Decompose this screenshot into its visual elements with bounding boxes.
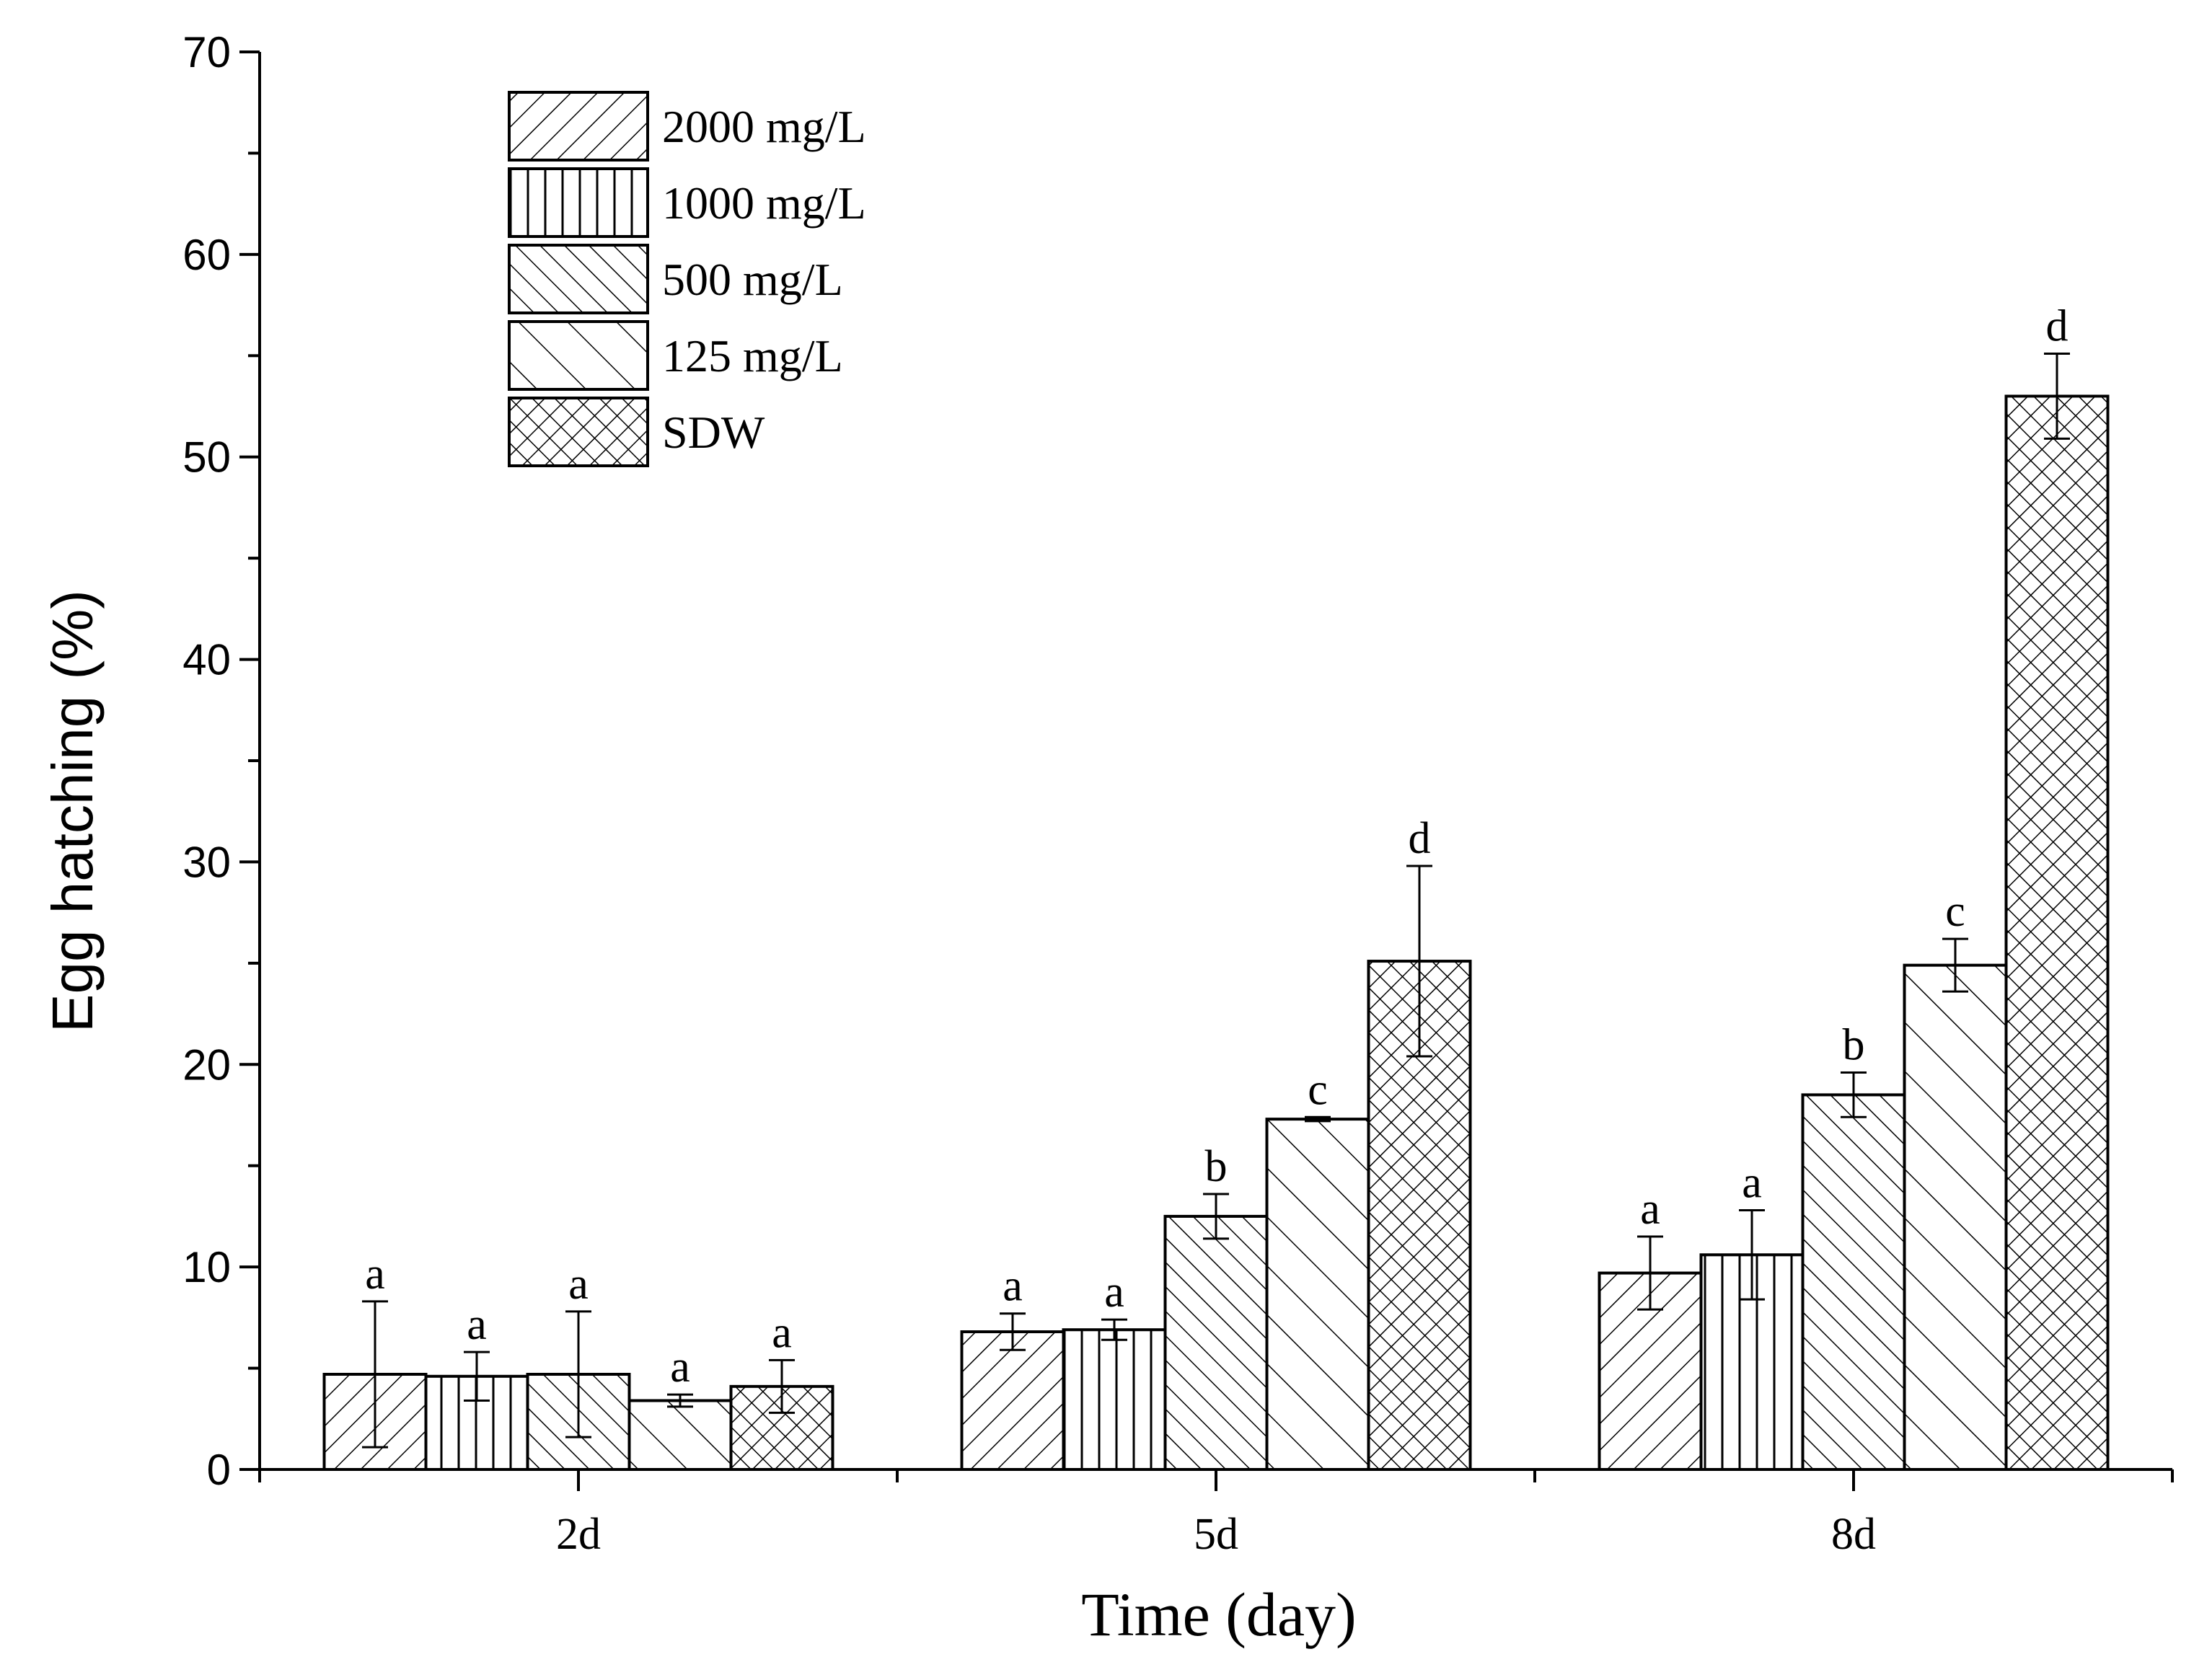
significance-letter: b — [1205, 1142, 1228, 1191]
legend-label: 500 mg/L — [662, 254, 843, 305]
legend-swatch — [508, 397, 649, 467]
significance-letter: a — [1104, 1268, 1124, 1317]
significance-letter: a — [1742, 1159, 1762, 1208]
y-tick-label: 20 — [182, 1040, 231, 1089]
y-tick-label: 60 — [182, 231, 231, 279]
x-tick-label: 8d — [1831, 1510, 1876, 1559]
significance-letter: a — [772, 1308, 792, 1357]
error-bars — [362, 352, 2070, 1449]
bar — [1801, 1093, 1906, 1471]
significance-letters: a a a a a a a b c d a a b c d — [365, 301, 2068, 1392]
legend-swatch — [508, 167, 649, 238]
legend-label: 125 mg/L — [662, 330, 843, 381]
legend-swatch — [508, 91, 649, 162]
y-tick-label: 0 — [207, 1446, 231, 1494]
bar — [1903, 963, 2008, 1472]
significance-letter: d — [2046, 301, 2069, 350]
legend-swatch — [508, 244, 649, 314]
bar — [1062, 1328, 1167, 1472]
x-tick-label: 5d — [1194, 1510, 1238, 1559]
significance-letter: d — [1409, 814, 1431, 863]
significance-letter: b — [1843, 1021, 1865, 1070]
bar — [1265, 1118, 1370, 1472]
y-tick-label: 40 — [182, 636, 231, 684]
axes: 0 10 20 30 40 50 60 70 2d 5d 8d — [182, 28, 2174, 1559]
x-tick-label: 2d — [556, 1510, 601, 1559]
significance-letter: a — [1003, 1262, 1023, 1311]
legend: 2000 mg/L 1000 mg/L 500 mg/L 125 mg/L SDW — [508, 91, 866, 467]
legend-label: 1000 mg/L — [662, 177, 866, 229]
legend-label: 2000 mg/L — [662, 101, 866, 152]
significance-letter: a — [568, 1260, 589, 1309]
bars — [322, 394, 2110, 1472]
significance-letter: a — [467, 1300, 487, 1349]
bar — [1163, 1214, 1269, 1472]
x-axis-title: Time (day) — [1081, 1580, 1356, 1649]
legend-swatch — [508, 320, 649, 391]
y-axis-title: Egg hatching (%) — [40, 590, 105, 1033]
y-tick-label: 30 — [182, 838, 231, 886]
bar — [2004, 394, 2110, 1471]
significance-letter: a — [1640, 1185, 1660, 1234]
y-tick-label: 10 — [182, 1243, 231, 1291]
y-tick-label: 50 — [182, 433, 231, 482]
bar — [960, 1330, 1065, 1471]
significance-letter: c — [1945, 887, 1965, 936]
significance-letter: a — [365, 1250, 385, 1299]
legend-label: SDW — [662, 407, 765, 458]
significance-letter: c — [1308, 1065, 1328, 1114]
bar — [627, 1399, 733, 1471]
y-tick-label: 70 — [182, 28, 231, 76]
significance-letter: a — [670, 1343, 690, 1392]
